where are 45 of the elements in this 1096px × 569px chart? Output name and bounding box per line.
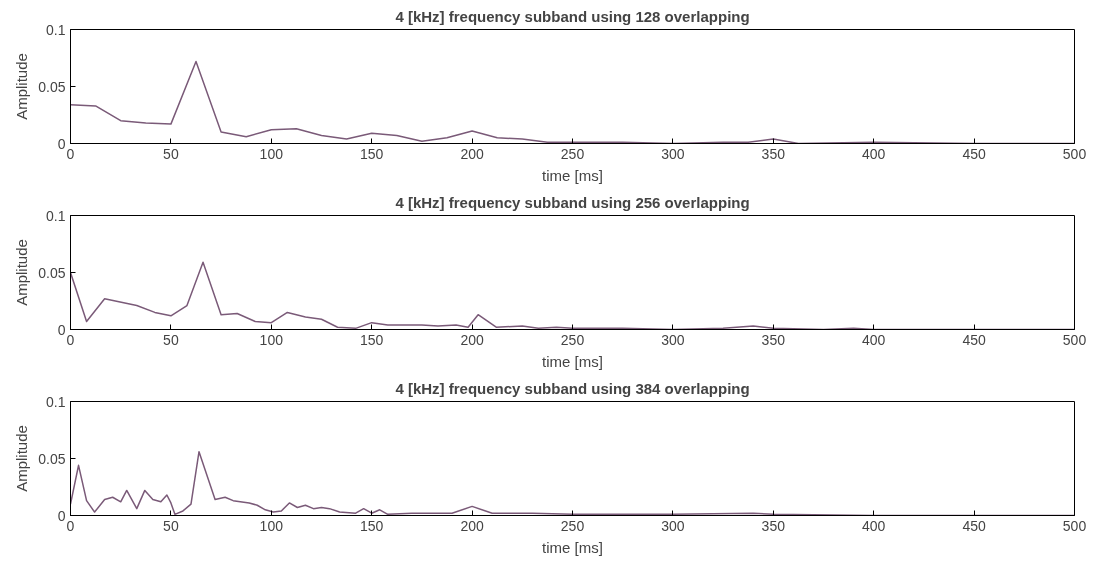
x-tick-label: 50	[163, 145, 179, 162]
x-tick-label: 100	[259, 517, 284, 534]
x-tick-label: 450	[962, 145, 986, 162]
y-axis-title: Amplitude	[13, 239, 31, 306]
x-tick-label: 350	[761, 145, 786, 162]
y-tick-label: 0.1	[46, 21, 66, 38]
y-tick-label: 0.05	[38, 450, 66, 467]
y-axis-title: Amplitude	[13, 425, 31, 492]
x-axis-title: time [ms]	[542, 166, 603, 184]
chart-title: 4 [kHz] frequency subband using 384 overlapping	[395, 379, 750, 397]
y-tick-label: 0.1	[46, 207, 66, 224]
x-tick-label: 200	[460, 517, 484, 534]
x-tick-label: 150	[360, 517, 384, 534]
x-tick-label: 200	[460, 331, 484, 348]
x-tick-label: 200	[460, 145, 484, 162]
x-tick-label: 100	[259, 331, 284, 348]
x-tick-label: 500	[1062, 145, 1087, 162]
x-tick-label: 300	[661, 145, 685, 162]
x-tick-label: 400	[862, 331, 886, 348]
x-tick-label: 150	[360, 331, 384, 348]
x-tick-label: 450	[962, 331, 986, 348]
x-tick-label: 250	[560, 145, 585, 162]
x-tick-label: 500	[1062, 331, 1087, 348]
x-tick-label: 350	[761, 517, 786, 534]
x-tick-label: 150	[360, 145, 384, 162]
chart-title: 4 [kHz] frequency subband using 128 overlapping	[395, 7, 750, 25]
x-tick-label: 400	[862, 145, 886, 162]
x-tick-label: 250	[560, 517, 585, 534]
y-tick-label: 0.05	[38, 264, 66, 281]
x-tick-label: 500	[1062, 517, 1087, 534]
y-tick-label: 0.1	[46, 393, 66, 410]
chart-title: 4 [kHz] frequency subband using 256 overlapping	[395, 193, 750, 211]
x-tick-label: 300	[661, 517, 685, 534]
x-tick-label: 350	[761, 331, 786, 348]
y-axis-title: Amplitude	[13, 53, 31, 120]
x-tick-label: 300	[661, 331, 685, 348]
x-tick-label: 450	[962, 517, 986, 534]
x-axis-title: time [ms]	[542, 352, 603, 370]
x-tick-label: 50	[163, 517, 179, 534]
x-axis-title: time [ms]	[542, 538, 603, 556]
x-tick-label: 400	[862, 517, 886, 534]
x-tick-label: 100	[259, 145, 284, 162]
y-tick-label: 0.05	[38, 78, 66, 95]
x-tick-label: 250	[560, 331, 585, 348]
x-tick-label: 50	[163, 331, 179, 348]
